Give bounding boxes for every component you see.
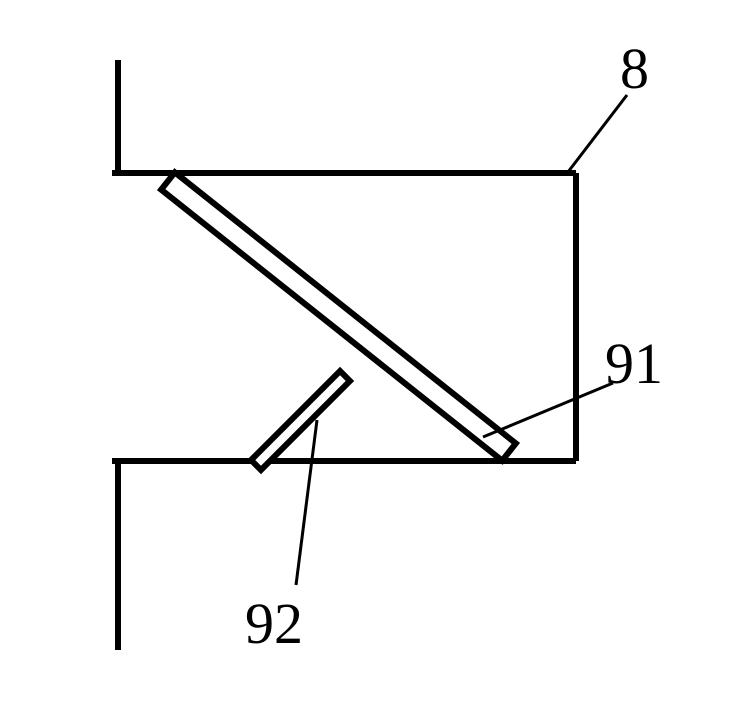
part-91-plate: [161, 172, 516, 460]
label-91: 91: [605, 330, 663, 397]
leader-line-8: [568, 95, 627, 172]
label-8: 8: [620, 35, 649, 102]
part-92-brace: [251, 371, 350, 470]
leader-line-91: [483, 383, 613, 437]
leader-line-92: [296, 420, 317, 585]
label-92: 92: [245, 590, 303, 657]
